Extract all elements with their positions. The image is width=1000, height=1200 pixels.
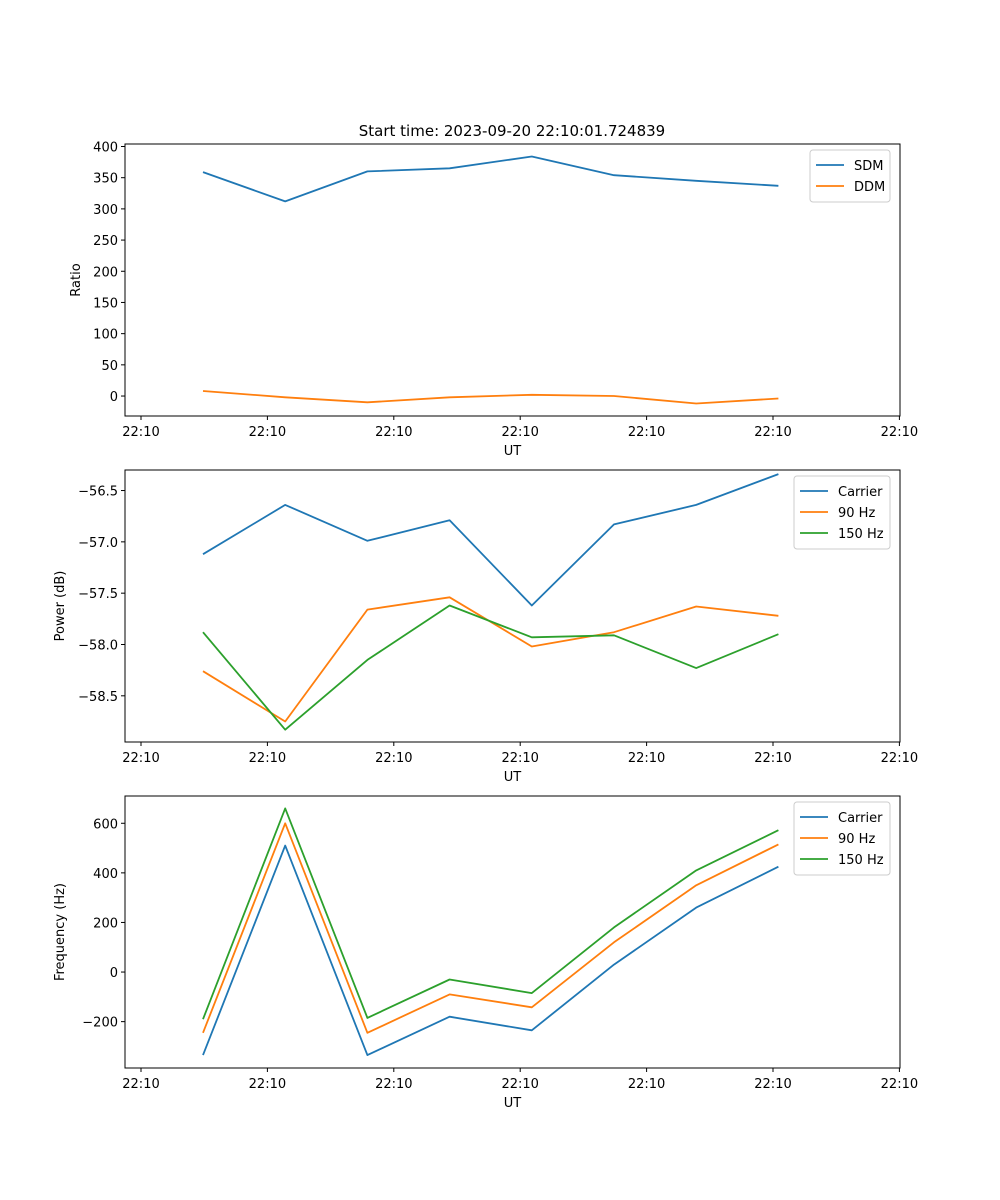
legend-label: 150 Hz [838, 853, 884, 868]
x-tick-label: 22:10 [375, 751, 412, 766]
y-tick-label: 150 [93, 296, 118, 311]
legend-box [793, 801, 891, 876]
series-line-90-hz [202, 596, 779, 723]
x-tick-label: 22:10 [754, 751, 791, 766]
y-tick-label: 300 [93, 203, 118, 218]
legend-label: 90 Hz [838, 506, 875, 521]
x-axis-label: UT [504, 444, 522, 459]
legend-label: Carrier [838, 485, 883, 500]
series-line-carrier [202, 844, 779, 1056]
y-tick-label: −200 [82, 1016, 118, 1031]
axes-frame [124, 469, 901, 743]
panel-2: −58.5 −58.0 −57.5 −57.0 −56.5 22:10 22:10 22:10… [53, 469, 918, 785]
x-tick-label: 22:10 [375, 425, 412, 440]
y-axis-label: Frequency (Hz) [53, 883, 68, 981]
legend-label: SDM [854, 159, 883, 174]
y-tick-label: 250 [93, 234, 118, 249]
y-tick-label: 400 [93, 867, 118, 882]
legend: SDM DDM [809, 149, 891, 203]
x-tick-label: 22:10 [249, 425, 286, 440]
legend-box [793, 475, 891, 550]
y-tick-label: −58.5 [78, 690, 118, 705]
series-line-150-hz [202, 604, 779, 731]
panels-group: 0 50 100 150 200 250 300 350 400 22:10 22:10 22:10 2… [53, 140, 918, 1111]
axes-frame [124, 795, 901, 1069]
legend-label: 90 Hz [838, 832, 875, 847]
legend-box [809, 149, 891, 203]
y-tick-label: 0 [110, 966, 118, 981]
x-tick-label: 22:10 [754, 425, 791, 440]
figure-title: Start time: 2023-09-20 22:10:01.724839 [359, 122, 665, 140]
x-tick-label: 22:10 [375, 1077, 412, 1092]
series-line-ddm [202, 390, 779, 405]
x-tick-label: 22:10 [501, 751, 538, 766]
series-line-150-hz [202, 807, 779, 1020]
panel-3: −200 0 200 400 600 22:10 22:10 22:10 22:10 22:10 2… [53, 795, 918, 1111]
x-tick-label: 22:10 [628, 425, 665, 440]
y-tick-label: −56.5 [78, 485, 118, 500]
x-tick-label: 22:10 [122, 1077, 159, 1092]
x-tick-label: 22:10 [501, 1077, 538, 1092]
legend: Carrier 90 Hz 150 Hz [793, 801, 891, 876]
x-tick-label: 22:10 [881, 751, 918, 766]
y-tick-label: 200 [93, 916, 118, 931]
y-axis-label: Power (dB) [53, 571, 68, 642]
x-tick-label: 22:10 [881, 425, 918, 440]
legend-label: DDM [854, 180, 885, 195]
y-tick-label: −57.5 [78, 587, 118, 602]
legend: Carrier 90 Hz 150 Hz [793, 475, 891, 550]
y-tick-label: 0 [110, 390, 118, 405]
panel-1: 0 50 100 150 200 250 300 350 400 22:10 22:10 22:10 2… [69, 140, 918, 459]
axes-frame [124, 143, 901, 417]
x-tick-label: 22:10 [122, 425, 159, 440]
x-tick-label: 22:10 [249, 751, 286, 766]
legend-label: 150 Hz [838, 527, 884, 542]
x-tick-label: 22:10 [249, 1077, 286, 1092]
y-tick-label: 100 [93, 328, 118, 343]
y-tick-label: 400 [93, 140, 118, 155]
series-line-carrier [202, 473, 779, 607]
y-tick-label: 350 [93, 172, 118, 187]
y-tick-label: 600 [93, 817, 118, 832]
x-tick-label: 22:10 [628, 751, 665, 766]
x-axis-label: UT [504, 770, 522, 785]
x-tick-label: 22:10 [754, 1077, 791, 1092]
y-tick-label: 50 [101, 359, 118, 374]
x-axis-label: UT [504, 1096, 522, 1111]
y-tick-label: −58.0 [78, 638, 118, 653]
y-axis-label: Ratio [69, 263, 84, 296]
y-tick-label: 200 [93, 265, 118, 280]
x-tick-label: 22:10 [881, 1077, 918, 1092]
y-tick-label: −57.0 [78, 536, 118, 551]
series-line-sdm [202, 155, 779, 203]
series-line-90-hz [202, 822, 779, 1034]
x-tick-label: 22:10 [122, 751, 159, 766]
x-tick-label: 22:10 [501, 425, 538, 440]
x-tick-label: 22:10 [628, 1077, 665, 1092]
legend-label: Carrier [838, 811, 883, 826]
